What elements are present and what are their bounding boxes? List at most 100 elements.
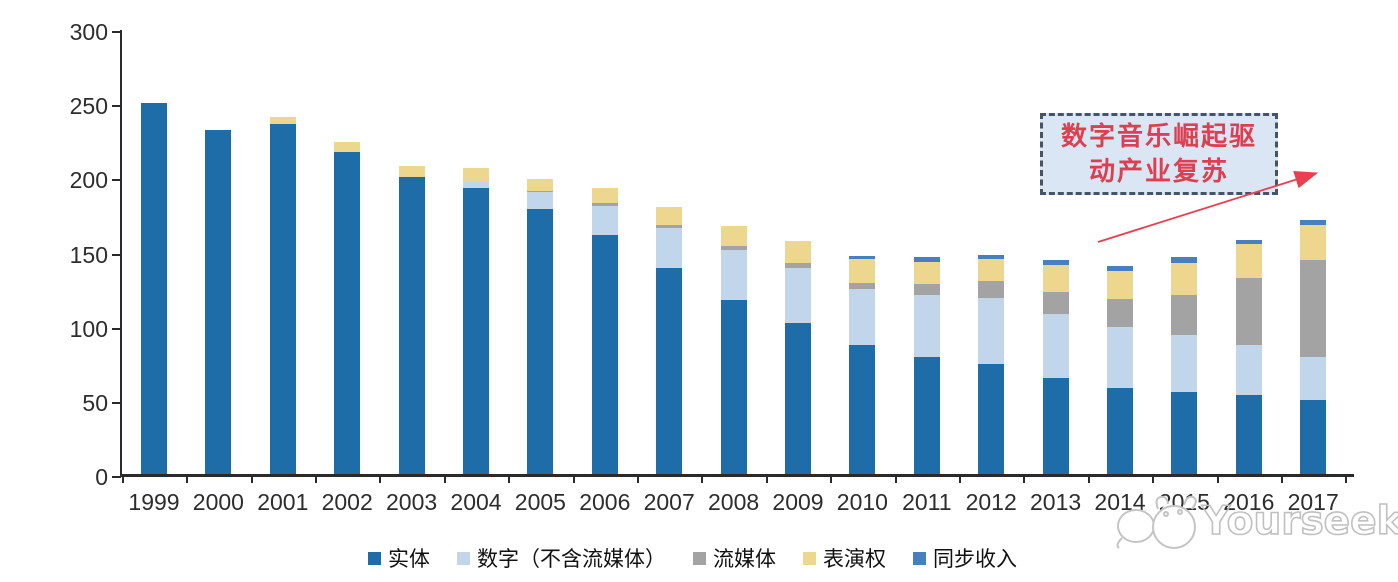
bar-segment: [849, 258, 876, 283]
bar-segment: [1171, 263, 1198, 295]
legend-swatch-icon: [368, 551, 381, 565]
legend-swatch-icon: [457, 551, 470, 565]
x-axis-tick-label: 2011: [902, 489, 952, 515]
x-axis-tick-label: 2004: [450, 489, 502, 515]
bar-segment: [1107, 388, 1133, 477]
bar-segment: [720, 226, 747, 246]
bar-segment: [913, 356, 940, 477]
y-axis-tick: [112, 105, 121, 108]
bar-segment: [720, 245, 747, 251]
x-axis-tick: [250, 477, 253, 483]
annotation-text-line2: 动产业复苏: [1088, 157, 1229, 187]
legend-swatch-icon: [803, 551, 816, 565]
legend-label: 同步收入: [933, 547, 1017, 571]
x-axis-tick: [830, 477, 833, 483]
x-axis-tick: [637, 477, 639, 483]
bar-segment: [398, 177, 425, 477]
y-axis-tick-label: 0: [95, 464, 108, 490]
x-axis-tick-label: 2003: [386, 489, 438, 515]
x-axis-tick: [443, 477, 446, 483]
bar-segment: [527, 190, 554, 193]
x-axis-tick: [315, 477, 317, 483]
bar-segment: [269, 123, 296, 477]
bar-segment: [720, 300, 747, 477]
bar-segment: [141, 103, 167, 477]
bar-segment: [1300, 399, 1327, 477]
bar-segment: [978, 281, 1005, 298]
bar-segment: [1300, 220, 1327, 225]
x-axis-tick-label: 2006: [579, 489, 631, 515]
bar-segment: [1042, 313, 1069, 378]
legend-swatch-icon: [913, 551, 926, 565]
bar-segment: [785, 263, 811, 268]
bar-segment: [1235, 345, 1262, 396]
bar-segment: [591, 205, 618, 236]
bar-segment: [527, 178, 554, 191]
y-axis-tick-label: 200: [69, 167, 108, 194]
annotation-callout: 数字音乐崛起驱 动产业复苏: [1040, 113, 1278, 195]
legend-item: 数字（不含流媒体）: [457, 543, 666, 573]
legend-item: 实体: [368, 543, 430, 573]
x-axis-tick: [121, 477, 124, 483]
bar-segment: [656, 267, 683, 477]
x-axis-tick-label: 2002: [321, 489, 373, 515]
x-axis-tick-label: 2012: [965, 489, 1017, 515]
x-axis-tick: [186, 477, 189, 483]
bar-segment: [1171, 334, 1198, 393]
bar-segment: [527, 208, 554, 477]
legend: 实体 数字（不含流媒体） 流媒体 表演权 同步收入: [368, 543, 1017, 573]
bar-segment: [978, 254, 1005, 259]
legend-label: 实体: [388, 547, 430, 571]
bar-segment: [978, 297, 1005, 365]
bar-segment: [463, 168, 489, 182]
x-axis-tick-label: 2000: [192, 489, 244, 515]
bar-segment: [1300, 260, 1327, 357]
x-axis-tick: [894, 477, 897, 483]
x-axis-tick-label: 2009: [772, 489, 824, 515]
bar-segment: [463, 181, 489, 188]
x-axis-tick-label: 2007: [643, 489, 695, 515]
x-axis-tick-label: 2008: [708, 489, 760, 515]
x-axis-tick-label: 2010: [836, 489, 888, 515]
x-axis-tick: [765, 477, 768, 483]
bar-segment: [463, 187, 489, 477]
bar-segment: [849, 256, 876, 259]
y-axis-tick: [112, 31, 121, 33]
bar-segment: [1235, 244, 1262, 279]
bar-segment: [720, 250, 747, 301]
watermark-text: Yourseeker: [1201, 498, 1398, 545]
x-axis-tick: [572, 477, 575, 483]
x-axis-line: [120, 474, 1354, 477]
bar-segment: [785, 322, 811, 477]
bar-segment: [785, 267, 811, 323]
x-axis-tick: [959, 477, 961, 483]
legend-item: 流媒体: [693, 543, 776, 573]
x-axis-tick: [1281, 477, 1283, 483]
x-axis-tick-label: 2005: [514, 489, 566, 515]
bar-segment: [1107, 270, 1133, 299]
bar-segment: [527, 192, 554, 209]
y-axis-tick: [112, 327, 121, 330]
bar-segment: [849, 282, 876, 289]
y-axis-tick-label: 300: [69, 19, 108, 45]
bar-segment: [1171, 257, 1198, 264]
x-axis-tick: [1152, 477, 1155, 483]
bar-segment: [913, 294, 940, 357]
bar-segment: [1042, 260, 1069, 265]
bar-segment: [1171, 294, 1198, 335]
bar-segment: [334, 152, 361, 477]
legend-label: 流媒体: [713, 547, 776, 571]
y-axis-tick: [112, 401, 121, 404]
bar-segment: [1042, 264, 1069, 292]
bar-segment: [591, 187, 618, 203]
y-axis-line: [120, 30, 122, 477]
bar-segment: [978, 258, 1005, 282]
bar-segment: [591, 235, 618, 477]
bar-segment: [656, 207, 683, 225]
x-axis-tick: [508, 477, 511, 483]
bar-segment: [1300, 356, 1327, 400]
bar-segment: [849, 344, 876, 477]
x-axis-tick: [1087, 477, 1090, 483]
bar-segment: [205, 129, 232, 477]
